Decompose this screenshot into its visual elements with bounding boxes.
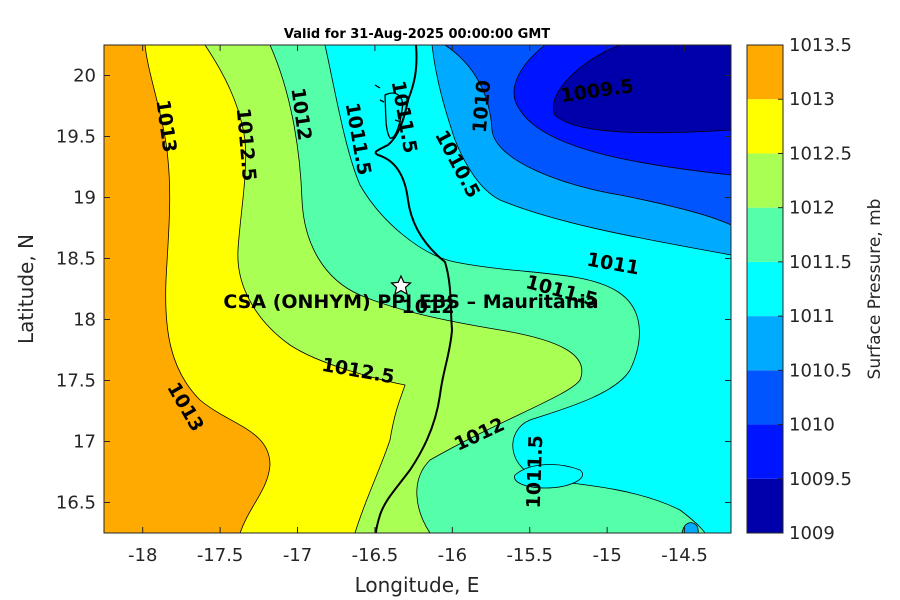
colorbar-frame bbox=[746, 44, 784, 534]
x-tick-label: -17 bbox=[283, 545, 312, 566]
colorbar-tick-label: 1010 bbox=[789, 415, 835, 436]
colorbar-segment bbox=[747, 424, 783, 479]
site-label: CSA (ONHYM) PPI EBS – Mauritania bbox=[223, 291, 598, 313]
colorbar-tick-label: 1009 bbox=[789, 523, 835, 544]
colorbar-label: Surface Pressure, mb bbox=[865, 199, 885, 380]
colorbar-tick-label: 1011.5 bbox=[789, 252, 852, 273]
coastline bbox=[374, 45, 454, 533]
colorbar-segment bbox=[747, 207, 783, 262]
x-tick-label: -18 bbox=[128, 545, 157, 566]
band-1009 bbox=[552, 45, 731, 134]
star-icon bbox=[390, 274, 412, 296]
y-tick-label: 19 bbox=[73, 188, 96, 209]
contour-label: 1010 bbox=[469, 79, 496, 134]
colorbar-segment bbox=[747, 478, 783, 533]
y-tick-label: 18 bbox=[73, 310, 96, 331]
colorbar-segment bbox=[747, 370, 783, 425]
y-axis-label: Latitude, N bbox=[14, 234, 38, 344]
colorbar-tick-label: 1010.5 bbox=[789, 360, 852, 381]
x-tick-label: -16.5 bbox=[352, 545, 399, 566]
x-tick-label: -17.5 bbox=[197, 545, 244, 566]
colorbar-tick-label: 1013 bbox=[789, 89, 835, 110]
colorbar-tick-label: 1012.5 bbox=[789, 143, 852, 164]
contour-label: 1011.5 bbox=[523, 435, 548, 509]
x-tick-label: -15 bbox=[592, 545, 621, 566]
x-tick-label: -16 bbox=[438, 545, 467, 566]
y-tick-label: 16.5 bbox=[56, 493, 96, 514]
colorbar-tick-label: 1011 bbox=[789, 306, 835, 327]
y-tick-label: 17.5 bbox=[56, 371, 96, 392]
x-tick-label: -15.5 bbox=[506, 545, 553, 566]
band-1013 bbox=[104, 45, 271, 533]
y-tick-label: 18.5 bbox=[56, 249, 96, 270]
colorbar-segment bbox=[747, 153, 783, 208]
map-plot-area bbox=[104, 45, 731, 533]
x-tick-label: -14.5 bbox=[661, 545, 708, 566]
y-axis-ticks: 16.5 17 17.5 18 18.5 19 19.5 20 bbox=[56, 66, 731, 514]
colorbar-segment bbox=[747, 99, 783, 154]
x-axis-ticks: -18 -17.5 -17 -16.5 -16 -15.5 -15 -14.5 bbox=[128, 45, 708, 566]
colorbar-segment bbox=[747, 316, 783, 371]
contour-label: 1012 bbox=[402, 296, 455, 318]
colorbar-segment bbox=[747, 261, 783, 317]
site-marker: CSA (ONHYM) PPI EBS – Mauritania bbox=[223, 274, 599, 313]
x-axis-label: Longitude, E bbox=[355, 573, 480, 597]
colorbar-segment bbox=[747, 45, 783, 100]
coastal-islands bbox=[374, 84, 404, 139]
colorbar-tick-label: 1009.5 bbox=[789, 469, 852, 490]
colorbar-tick-label: 1013.5 bbox=[789, 35, 852, 56]
band-1011-bubble bbox=[514, 464, 583, 489]
y-tick-label: 17 bbox=[73, 432, 96, 453]
plot-frame bbox=[103, 44, 732, 534]
y-tick-label: 19.5 bbox=[56, 127, 96, 148]
y-tick-label: 20 bbox=[73, 66, 96, 87]
chart-title: Valid for 31-Aug-2025 00:00:00 GMT bbox=[284, 27, 550, 42]
colorbar: 1009 1009.5 1010 1010.5 1011 1011.5 1012 1012.5… bbox=[746, 35, 852, 544]
colorbar-tick-label: 1012 bbox=[789, 198, 835, 219]
